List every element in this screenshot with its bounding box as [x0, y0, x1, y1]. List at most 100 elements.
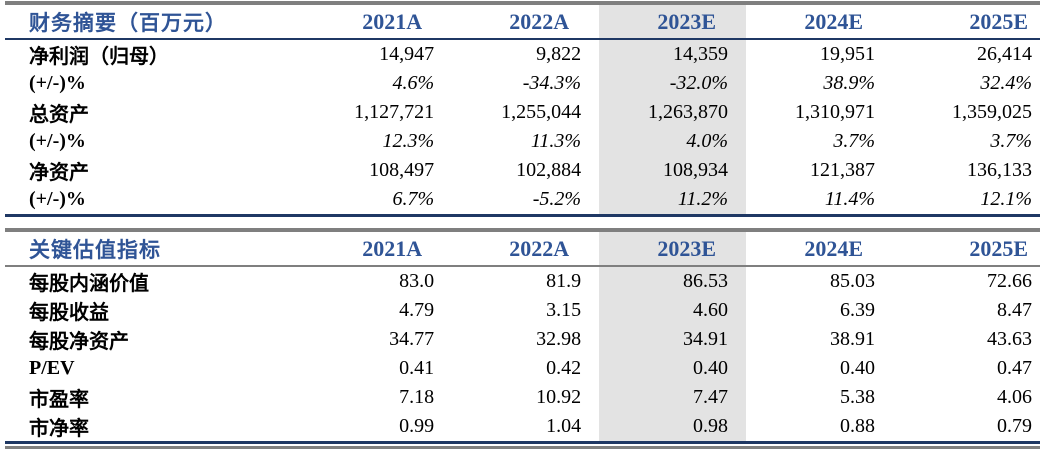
column-header-2024e: 2024E	[746, 3, 894, 40]
cell-value: 34.77	[389, 328, 435, 350]
table-row-embedded-value-per-share: 每股内涵价值 83.0 81.9 86.53 85.03 72.66	[5, 266, 1040, 296]
table-row-pev: P/EV 0.41 0.42 0.40 0.40 0.47	[5, 354, 1040, 383]
valuation-metrics-table: 关键估值指标 2021A 2022A 2023E 2024E 2025E 每股内…	[5, 228, 1040, 444]
cell-value: 4.0%	[599, 127, 747, 156]
row-label: 市净率	[5, 412, 306, 444]
cell-value: 7.18	[399, 386, 435, 408]
cell-value: 0.99	[305, 412, 453, 444]
cell-value: 121,387	[810, 159, 876, 181]
column-header-2023e: 2023E	[599, 3, 747, 40]
financial-summary-title: 财务摘要（百万元）	[5, 3, 306, 40]
cell-value: 7.47	[599, 383, 747, 412]
cell-value: 85.03	[830, 270, 876, 292]
cell-value: 3.7%	[990, 130, 1032, 152]
cell-value: 0.98	[599, 412, 747, 444]
cell-value: 6.39	[840, 299, 876, 321]
cell-value: 81.9	[546, 270, 582, 292]
cell-value: 0.79	[893, 412, 1040, 444]
cell-value: 0.40	[840, 357, 876, 379]
row-label: 净利润（归母）	[29, 46, 169, 68]
column-header-2022a: 2022A	[452, 3, 600, 40]
cell-value: 38.91	[830, 328, 876, 350]
cell-value: 11.4%	[746, 185, 894, 217]
financial-summary-sheet: 财务摘要（百万元） 2021A 2022A 2023E 2024E 2025E …	[5, 0, 1040, 449]
cell-value: 1,255,044	[501, 101, 582, 123]
table-row-net-profit-growth: (+/-)% 4.6% -34.3% -32.0% 38.9% 32.4%	[5, 69, 1040, 98]
row-label: (+/-)%	[5, 185, 306, 217]
row-label: 每股收益	[29, 302, 109, 324]
row-label: 市盈率	[29, 389, 89, 411]
cell-value: 3.7%	[833, 130, 876, 152]
cell-value: 4.79	[399, 299, 435, 321]
cell-value: 0.41	[399, 357, 435, 379]
cell-value: 83.0	[399, 270, 435, 292]
cell-value: 43.63	[987, 328, 1032, 350]
column-header-2021a: 2021A	[305, 230, 453, 267]
column-header-2025e: 2025E	[893, 230, 1040, 267]
cell-value: 1.04	[452, 412, 600, 444]
cell-value: 4.60	[599, 296, 747, 325]
cell-value: 0.40	[599, 354, 747, 383]
cell-value: 10.92	[536, 386, 582, 408]
cell-value: 34.91	[599, 325, 747, 354]
cell-value: 1,263,870	[599, 98, 747, 127]
column-header-2022a: 2022A	[452, 230, 600, 267]
table-row-eps: 每股收益 4.79 3.15 4.60 6.39 8.47	[5, 296, 1040, 325]
row-label: (+/-)%	[29, 130, 86, 152]
row-label: 总资产	[29, 104, 89, 126]
cell-value: 72.66	[987, 270, 1032, 292]
cell-value: 32.4%	[980, 72, 1032, 94]
cell-value: 11.2%	[599, 185, 747, 217]
column-header-2021a: 2021A	[305, 3, 453, 40]
cell-value: 19,951	[820, 43, 876, 65]
cell-value: 32.98	[536, 328, 582, 350]
cell-value: 108,497	[369, 159, 435, 181]
financial-summary-table: 财务摘要（百万元） 2021A 2022A 2023E 2024E 2025E …	[5, 1, 1040, 217]
cell-value: 38.9%	[823, 72, 876, 94]
cell-value: 12.3%	[382, 130, 435, 152]
column-header-2024e: 2024E	[746, 230, 894, 267]
cell-value: 11.3%	[530, 130, 582, 152]
row-label: 每股净资产	[29, 331, 129, 353]
cell-value: 86.53	[599, 266, 747, 296]
table-row-net-profit: 净利润（归母） 14,947 9,822 14,359 19,951 26,41…	[5, 39, 1040, 69]
table-row-total-assets-growth: (+/-)% 12.3% 11.3% 4.0% 3.7% 3.7%	[5, 127, 1040, 156]
cell-value: 14,359	[599, 39, 747, 69]
cell-value: 0.47	[997, 357, 1032, 379]
cell-value: 1,359,025	[952, 101, 1032, 123]
cell-value: 1,127,721	[354, 101, 435, 123]
cell-value: 14,947	[379, 43, 435, 65]
cell-value: 0.88	[746, 412, 894, 444]
column-header-2023e: 2023E	[599, 230, 747, 267]
cell-value: 3.15	[546, 299, 582, 321]
cell-value: 1,310,971	[795, 101, 876, 123]
bottom-divider	[5, 446, 1040, 449]
table-row-net-assets: 净资产 108,497 102,884 108,934 121,387 136,…	[5, 156, 1040, 185]
cell-value: 136,133	[967, 159, 1032, 181]
cell-value: 6.7%	[305, 185, 453, 217]
table-row-total-assets: 总资产 1,127,721 1,255,044 1,263,870 1,310,…	[5, 98, 1040, 127]
row-label: 每股内涵价值	[29, 273, 149, 295]
cell-value: 0.42	[546, 357, 582, 379]
valuation-metrics-header-row: 关键估值指标 2021A 2022A 2023E 2024E 2025E	[5, 230, 1040, 267]
valuation-metrics-title: 关键估值指标	[5, 230, 306, 267]
cell-value: 4.6%	[392, 72, 435, 94]
cell-value: 5.38	[840, 386, 876, 408]
row-label: 净资产	[29, 162, 89, 184]
cell-value: -34.3%	[522, 72, 582, 94]
cell-value: 9,822	[536, 43, 582, 65]
table-row-pb: 市净率 0.99 1.04 0.98 0.88 0.79	[5, 412, 1040, 444]
table-row-net-assets-growth: (+/-)% 6.7% -5.2% 11.2% 11.4% 12.1%	[5, 185, 1040, 217]
cell-value: 102,884	[516, 159, 582, 181]
cell-value: 4.06	[997, 386, 1032, 408]
cell-value: 8.47	[997, 299, 1032, 321]
cell-value: 12.1%	[893, 185, 1040, 217]
cell-value: 108,934	[599, 156, 747, 185]
table-row-bvps: 每股净资产 34.77 32.98 34.91 38.91 43.63	[5, 325, 1040, 354]
row-label: (+/-)%	[29, 72, 86, 94]
table-row-pe: 市盈率 7.18 10.92 7.47 5.38 4.06	[5, 383, 1040, 412]
cell-value: -5.2%	[452, 185, 600, 217]
financial-summary-header-row: 财务摘要（百万元） 2021A 2022A 2023E 2024E 2025E	[5, 3, 1040, 40]
cell-value: 26,414	[977, 43, 1032, 65]
column-header-2025e: 2025E	[893, 3, 1040, 40]
